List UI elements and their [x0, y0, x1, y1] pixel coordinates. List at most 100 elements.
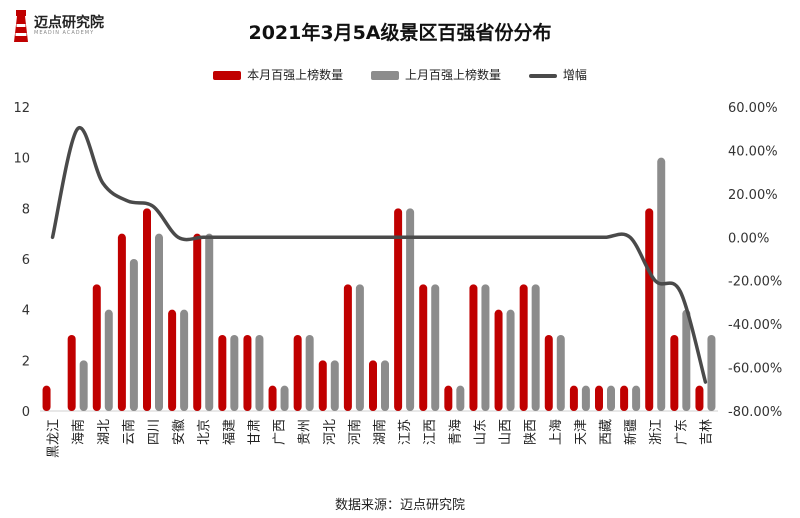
y-right-tick-label: -60.00%: [728, 362, 782, 377]
y-left-tick-label: 12: [13, 101, 30, 116]
bar-previous: [632, 385, 641, 411]
x-tick-label: 海南: [71, 419, 87, 445]
bar-current: [394, 208, 403, 411]
bar-previous: [581, 385, 590, 411]
x-tick-label: 北京: [197, 419, 212, 445]
lighthouse-icon: [14, 10, 28, 42]
bar-current: [193, 233, 202, 411]
x-tick-label: 山东: [473, 419, 488, 445]
bar-previous: [205, 233, 214, 411]
x-tick-label: 天津: [574, 419, 589, 445]
x-tick-label: 甘肃: [247, 419, 262, 445]
legend: 本月百强上榜数量 上月百强上榜数量 增幅: [0, 66, 800, 83]
bar-current: [218, 335, 227, 411]
logo: 迈点研究院 MEADIN ACADEMY: [10, 8, 130, 44]
x-tick-label: 广东: [674, 419, 689, 445]
bar-previous: [180, 309, 189, 411]
bar-previous: [104, 309, 113, 411]
x-tick-label: 湖北: [97, 419, 112, 445]
bar-current: [595, 385, 603, 411]
series-line-change: [50, 126, 708, 384]
x-tick-label: 上海: [549, 419, 564, 445]
x-tick-label: 青海: [448, 419, 463, 445]
x-tick-label: 浙江: [649, 419, 664, 445]
bar-current: [544, 335, 553, 411]
x-tick-label: 江苏: [397, 419, 413, 445]
chart-title: 2021年3月5A级景区百强省份分布: [248, 22, 552, 44]
y-right-tick-label: 60.00%: [728, 101, 778, 116]
bar-previous: [129, 259, 138, 411]
bar-previous: [682, 309, 691, 411]
bar-current: [318, 360, 327, 411]
bar-previous: [481, 284, 490, 411]
x-tick-label: 黑龙江: [47, 419, 62, 458]
bar-current: [42, 385, 51, 411]
bar-current: [343, 284, 352, 411]
bar-previous: [155, 233, 163, 411]
source-note: 数据来源：迈点研究院: [334, 498, 465, 513]
bar-previous: [230, 335, 239, 411]
y-right-tick-label: -20.00%: [728, 275, 782, 290]
legend-swatch-change: [528, 73, 557, 78]
y-left-tick-label: 0: [22, 405, 30, 420]
legend-label-current: 本月百强上榜数量: [247, 68, 344, 82]
x-tick-label: 安徽: [172, 419, 187, 445]
bar-previous: [707, 335, 716, 411]
bar-current: [670, 335, 679, 411]
bar-current: [444, 385, 453, 411]
bar-previous: [456, 385, 465, 411]
y-left-tick-label: 10: [13, 152, 30, 167]
legend-item-previous: 上月百强上榜数量: [370, 66, 501, 83]
legend-label-previous: 上月百强上榜数量: [404, 68, 501, 82]
y-right-tick-label: 20.00%: [728, 188, 778, 203]
bar-current: [168, 309, 177, 411]
bar-previous: [355, 284, 364, 411]
x-tick-label: 广西: [273, 419, 288, 445]
legend-label-change: 增幅: [562, 68, 587, 82]
legend-item-current: 本月百强上榜数量: [213, 66, 343, 83]
x-tick-label: 云南: [121, 419, 137, 445]
bar-current: [419, 284, 428, 411]
bar-current: [494, 309, 503, 411]
bar-current: [519, 284, 528, 411]
bar-current: [469, 284, 478, 411]
x-tick-label: 四川: [147, 419, 162, 445]
bar-current: [143, 208, 151, 411]
bar-previous: [79, 360, 88, 411]
y-right-tick-label: -80.00%: [728, 405, 782, 420]
y-right-tick-label: 40.00%: [728, 144, 778, 159]
bar-current: [268, 385, 277, 411]
x-tick-label: 新疆: [623, 419, 639, 445]
legend-swatch-current: [213, 71, 242, 80]
bar-previous: [406, 208, 415, 411]
legend-swatch-previous: [370, 71, 399, 80]
bar-current: [369, 360, 377, 411]
bar-previous: [607, 385, 615, 411]
x-tick-label: 西藏: [599, 419, 614, 445]
bar-previous: [255, 335, 264, 411]
bar-current: [92, 284, 101, 411]
bar-current: [67, 335, 76, 411]
bar-previous: [305, 335, 314, 411]
bar-current: [620, 385, 629, 411]
bar-previous: [531, 284, 540, 411]
bar-current: [293, 335, 302, 411]
x-tick-label: 贵州: [298, 419, 313, 445]
bar-current: [243, 335, 252, 411]
bar-current: [645, 208, 654, 411]
y-left-tick-label: 8: [22, 202, 30, 217]
logo-name: 迈点研究院: [34, 15, 104, 31]
y-left-tick-label: 2: [22, 354, 30, 369]
bar-current: [695, 385, 704, 411]
y-right-tick-label: 0.00%: [728, 231, 769, 246]
bar-current: [569, 385, 578, 411]
bar-previous: [431, 284, 440, 411]
x-tick-label: 河北: [323, 419, 338, 445]
y-left-tick-label: 4: [22, 304, 30, 319]
x-tick-label: 河南: [347, 419, 363, 445]
x-tick-label: 吉林: [699, 419, 714, 445]
x-tick-label: 江西: [423, 419, 438, 445]
bar-previous: [280, 385, 289, 411]
x-tick-label: 福建: [222, 419, 237, 445]
